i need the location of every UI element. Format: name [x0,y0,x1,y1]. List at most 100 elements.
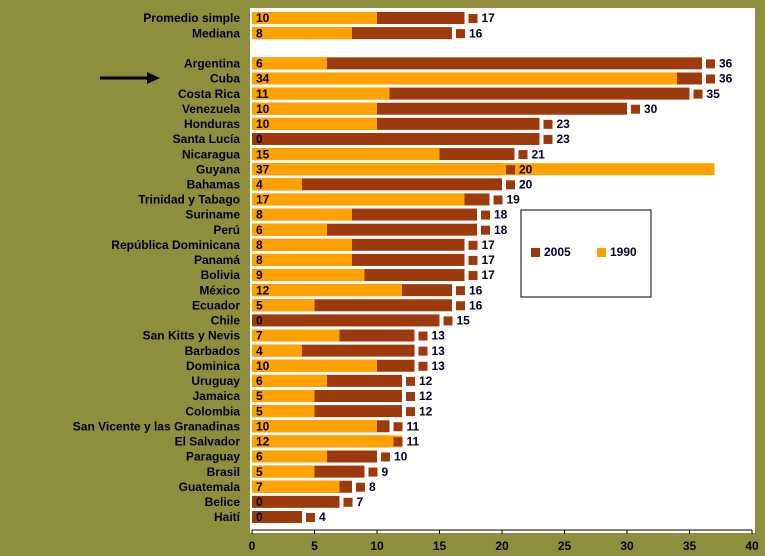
label-2005: 36 [719,72,733,86]
x-tick-label: 10 [370,539,384,553]
label-1990: 12 [256,435,270,449]
label-1990: 0 [256,495,263,509]
marker-2005 [418,361,428,371]
bar-1990 [252,102,377,115]
bar-2005 [252,495,340,508]
label-2005: 30 [644,102,658,116]
category-label: Dominica [186,359,240,373]
bar-1990 [252,344,302,357]
legend-box [520,209,652,298]
marker-2005 [543,134,553,144]
bar-1990 [252,178,302,191]
category-label: Perú [213,223,240,237]
label-2005: 23 [557,117,571,131]
label-1990: 8 [256,208,263,222]
label-2005: 18 [494,208,508,222]
x-tick-label: 25 [558,539,572,553]
bar-1990 [252,148,440,161]
marker-2005 [468,255,478,265]
label-2005: 12 [419,404,433,418]
label-2005: 4 [319,510,326,524]
bar-1990 [252,405,315,418]
label-2005: 12 [419,389,433,403]
category-label: Santa Lucía [173,132,241,146]
category-label: Bolivia [201,268,241,282]
legend-label: 2005 [544,245,571,259]
marker-2005 [381,452,390,462]
label-2005: 18 [494,223,508,237]
bar-1990 [252,299,315,312]
label-1990: 5 [256,389,263,403]
label-1990: 10 [256,102,270,116]
label-1990: 4 [256,177,263,191]
x-tick-label: 40 [745,539,759,553]
label-1990: 34 [256,72,270,86]
label-2005: 7 [357,495,364,509]
label-2005: 11 [407,435,420,449]
marker-2005 [506,180,515,190]
label-1990: 8 [256,238,263,252]
category-label: México [199,283,240,297]
legend-swatch [597,248,606,257]
bar-1990 [252,193,465,206]
category-label: San Vicente y las Granadinas [73,419,241,433]
marker-2005 [468,240,478,250]
marker-2005 [506,165,515,175]
label-1990: 9 [256,268,263,282]
label-2005: 21 [532,147,546,161]
label-1990: 10 [256,419,270,433]
marker-2005 [543,119,553,129]
bar-1990 [252,390,315,402]
marker-2005 [393,422,403,432]
marker-2005 [493,195,503,205]
category-label: Colombia [185,404,240,418]
label-2005: 13 [432,359,446,373]
label-1990: 7 [256,480,263,494]
bar-1990 [252,87,390,100]
label-1990: 6 [256,450,263,464]
category-label: Venezuela [182,102,240,116]
bar-1990 [252,117,377,130]
label-1990: 5 [256,298,263,312]
bar-1990 [252,374,327,387]
category-label: Suriname [185,208,240,222]
marker-2005 [706,59,715,69]
x-tick-label: 20 [495,539,509,553]
bar-1990 [252,12,377,24]
category-label: Mediana [192,26,240,40]
category-label: Brasil [207,465,240,479]
category-label: Trinidad y Tabago [138,193,240,207]
bar-1990 [252,284,402,297]
category-label: República Dominicana [111,238,240,252]
label-2005: 13 [432,329,446,343]
bar-2005 [252,510,302,523]
x-tick-label: 30 [620,539,634,553]
marker-2005 [418,331,428,341]
label-1990: 5 [256,465,263,479]
bar-1990 [252,480,340,493]
category-label: Bahamas [187,177,241,191]
label-1990: 6 [256,57,263,71]
label-1990: 11 [256,87,269,101]
marker-2005 [706,74,715,84]
label-2005: 35 [707,87,721,101]
marker-2005 [481,210,490,220]
category-label: Ecuador [192,298,240,312]
marker-2005 [518,150,528,160]
marker-2005 [481,225,490,235]
category-label: El Salvador [175,435,241,449]
marker-2005 [468,14,478,23]
marker-2005 [356,482,365,492]
label-1990: 8 [256,26,263,40]
bar-1990 [252,57,327,70]
label-2005: 36 [719,57,733,71]
marker-2005 [343,497,353,507]
label-1990: 0 [256,132,263,146]
label-2005: 16 [469,26,483,40]
label-2005: 16 [469,283,483,297]
bar-2005 [252,178,502,191]
category-label: Honduras [184,117,240,131]
label-2005: 17 [482,268,496,282]
category-label: Chile [211,314,241,328]
